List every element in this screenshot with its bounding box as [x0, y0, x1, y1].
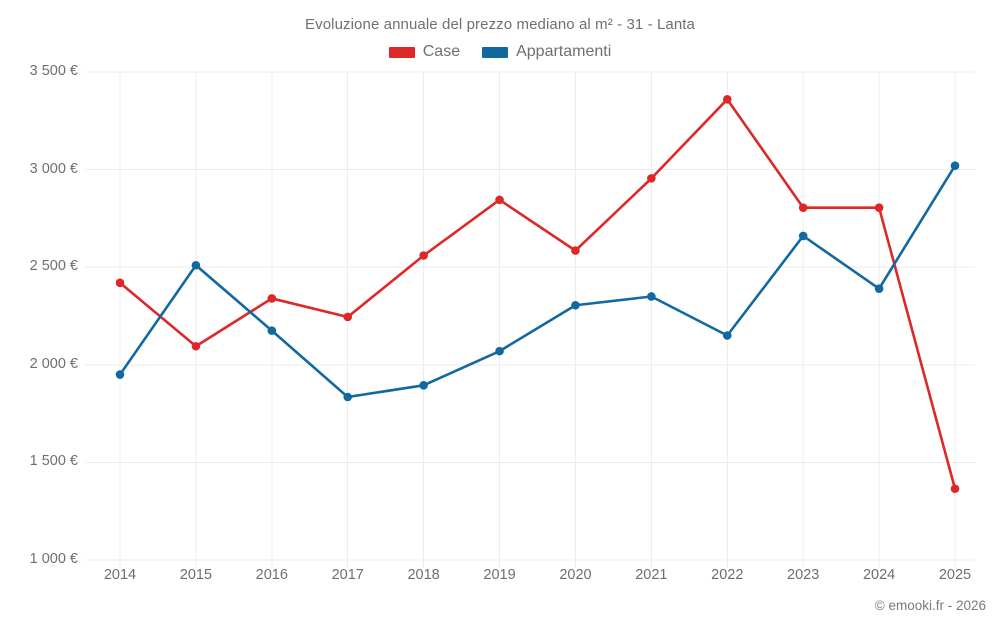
legend-item-appartamenti[interactable]: Appartamenti: [482, 43, 611, 61]
data-point[interactable]: [115, 370, 125, 379]
legend-item-case[interactable]: Case: [388, 43, 461, 61]
x-axis-tick-label: 2017: [331, 567, 364, 583]
data-point[interactable]: [267, 326, 277, 335]
data-point[interactable]: [647, 174, 656, 183]
data-point[interactable]: [571, 246, 580, 255]
gridlines: [85, 71, 975, 561]
x-axis-tick-label: 2018: [407, 567, 440, 583]
y-axis-tick-label: 1 500 €: [29, 453, 78, 470]
x-axis-tick-label: 2014: [103, 567, 137, 583]
data-point[interactable]: [571, 300, 580, 310]
credit-text: © emooki.fr - 2026: [874, 598, 986, 613]
x-axis-tick-label: 2019: [483, 567, 516, 583]
data-point[interactable]: [798, 203, 808, 212]
x-axis-tick-label: 2024: [862, 567, 896, 583]
x-axis-tick-label: 2022: [711, 567, 744, 583]
series-line-case: [118, 98, 957, 491]
data-point[interactable]: [874, 203, 884, 212]
legend-label-case: Case: [422, 43, 461, 60]
chart-legend: Case Appartamenti: [0, 43, 1000, 61]
x-axis-tick-label: 2025: [938, 567, 972, 583]
x-axis-tick-label: 2015: [179, 567, 213, 583]
data-point[interactable]: [419, 380, 428, 390]
data-point[interactable]: [722, 331, 732, 340]
y-axis-tick-label: 3 500 €: [29, 63, 78, 79]
y-axis-tick-label: 3 000 €: [29, 160, 78, 177]
data-point[interactable]: [874, 284, 884, 293]
x-axis-tick-label: 2021: [635, 567, 668, 583]
x-axis-tick-label: 2023: [787, 567, 820, 583]
data-point[interactable]: [419, 251, 428, 260]
chart-title: Evoluzione annuale del prezzo mediano al…: [305, 16, 695, 33]
x-axis-ticks: [119, 72, 956, 568]
data-point[interactable]: [343, 312, 353, 322]
series-points: [115, 95, 960, 494]
legend-swatch-case: [388, 46, 415, 58]
series-lines: [118, 98, 957, 491]
data-point[interactable]: [267, 294, 277, 303]
data-point[interactable]: [950, 161, 960, 170]
legend-swatch-appartamenti: [482, 46, 509, 58]
data-point[interactable]: [950, 484, 960, 494]
legend-label-appartamenti: Appartamenti: [516, 43, 612, 60]
y-axis-tick-label: 1 000 €: [29, 551, 78, 567]
data-point[interactable]: [115, 278, 125, 288]
data-point[interactable]: [343, 392, 353, 402]
y-axis-tick-label: 2 000 €: [29, 355, 78, 372]
data-point[interactable]: [191, 260, 201, 270]
y-axis-tick-label: 2 500 €: [29, 258, 78, 275]
data-point[interactable]: [722, 95, 732, 104]
data-point[interactable]: [798, 231, 808, 241]
x-axis-tick-label: 2016: [255, 567, 288, 583]
data-point[interactable]: [495, 346, 504, 356]
data-point[interactable]: [647, 292, 656, 301]
data-point[interactable]: [495, 195, 504, 205]
data-point[interactable]: [191, 341, 201, 351]
x-axis-tick-label: 2020: [559, 567, 592, 583]
series-line-appartamenti: [118, 164, 957, 399]
